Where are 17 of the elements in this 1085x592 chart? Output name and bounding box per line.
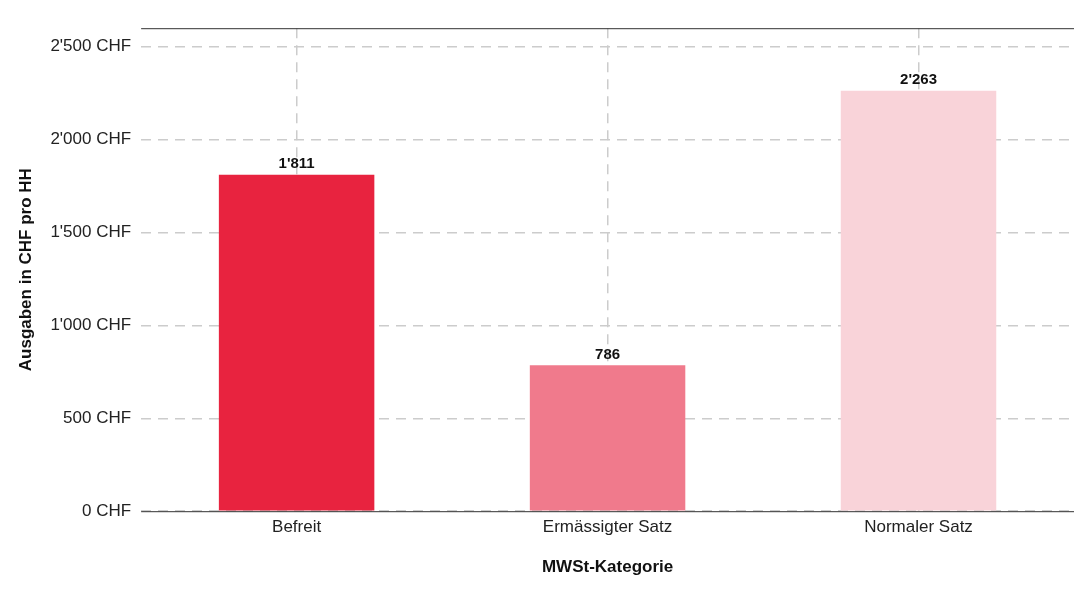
bar [529,365,686,511]
x-tick-label: Befreit [272,517,322,537]
bar [218,174,375,511]
data-label: 1'811 [278,154,315,172]
y-axis-title: Ausgaben in CHF pro HH [15,168,35,372]
y-tick-label: 500 CHF [63,408,132,427]
y-tick-label: 2'500 CHF [50,36,132,56]
x-tick-label: Ermässigter Satz [542,517,673,537]
x-axis-title: MWSt-Kategorie [541,557,674,577]
data-label: 2'263 [900,70,937,88]
x-tick-label: Normaler Satz [864,517,973,537]
y-tick-label: 1'000 CHF [50,315,132,335]
bar [840,90,997,511]
y-tick-label: 2'000 CHF [50,129,132,149]
data-label: 786 [595,344,621,362]
y-tick-label: 1'500 CHF [50,222,132,242]
y-tick-label: 0 CHF [82,500,132,520]
